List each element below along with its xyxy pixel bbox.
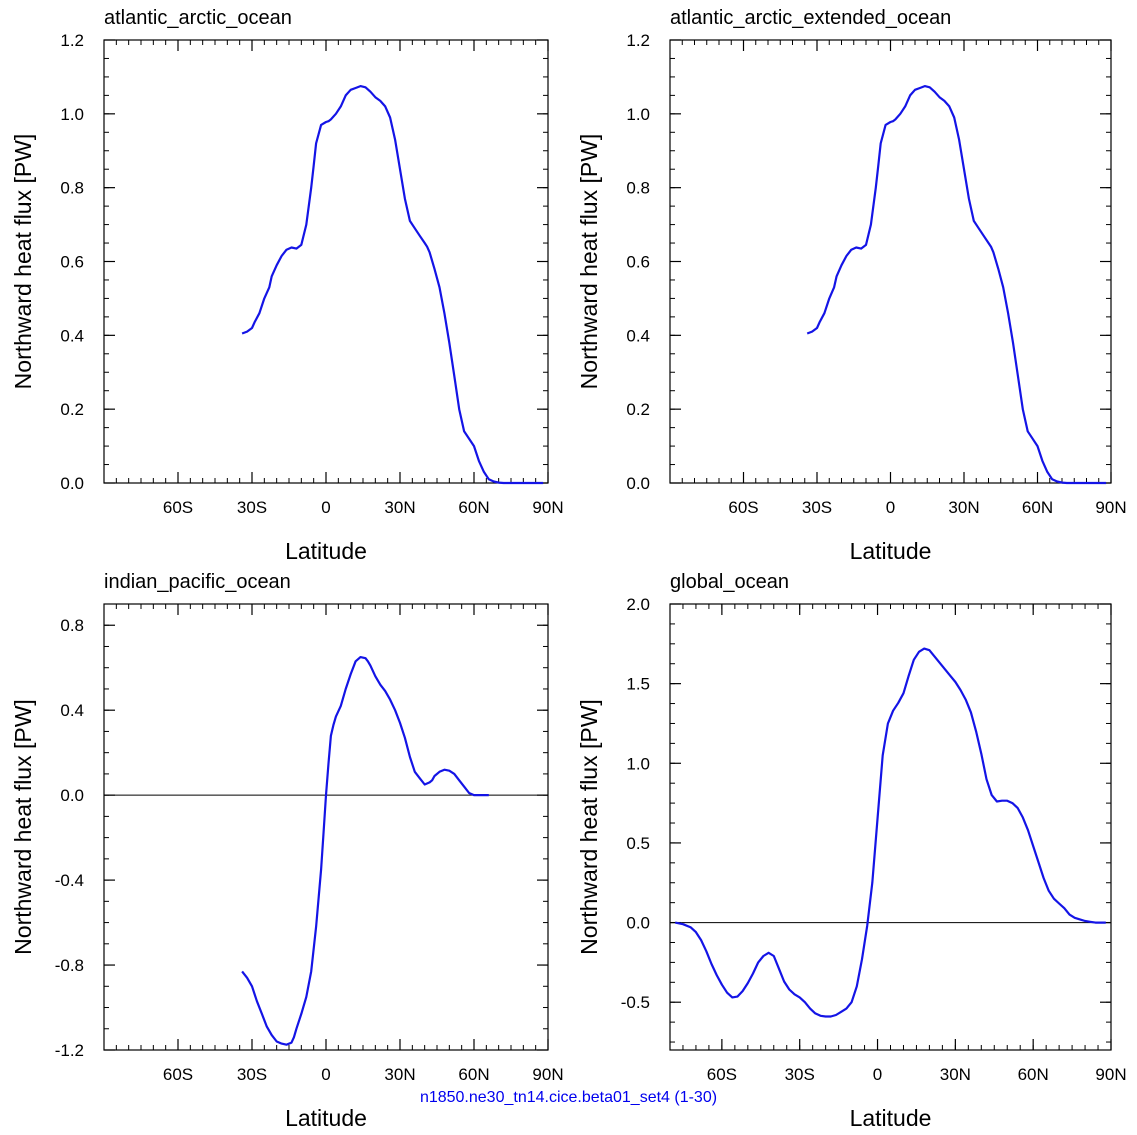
chart-title: indian_pacific_ocean	[104, 571, 291, 593]
y-tick-label: -0.8	[55, 956, 84, 975]
y-axis-label: Northward heat flux [PW]	[576, 699, 602, 955]
y-tick-label: -1.2	[55, 1041, 84, 1060]
series-line	[241, 85, 544, 485]
x-tick-label: 0	[321, 498, 330, 517]
x-tick-label: 30N	[384, 498, 415, 517]
series-line	[241, 656, 489, 1046]
x-tick-label: 0	[886, 498, 895, 517]
x-tick-label: 90N	[1095, 498, 1126, 517]
x-tick-label: 60S	[728, 498, 758, 517]
x-axis-label: Latitude	[285, 1105, 367, 1131]
x-tick-label: 90N	[532, 498, 563, 517]
x-tick-label: 60N	[1022, 498, 1053, 517]
y-tick-label: 0.0	[60, 474, 84, 493]
y-tick-label: 1.5	[626, 675, 650, 694]
y-tick-label: 0.0	[626, 474, 650, 493]
footer-caption: n1850.ne30_tn14.cice.beta01_set4 (1-30)	[419, 1089, 718, 1106]
y-tick-label: 0.0	[60, 786, 84, 805]
y-tick-label: 0.4	[626, 326, 650, 345]
x-tick-label: 30S	[802, 498, 832, 517]
y-tick-label: 0.8	[60, 179, 84, 198]
y-tick-label: 0.6	[626, 253, 650, 272]
plot-frame	[669, 603, 1112, 1051]
y-tick-label: 0.2	[626, 400, 650, 419]
x-tick-label: 30S	[237, 1065, 267, 1084]
x-tick-label: 90N	[1095, 1065, 1126, 1084]
y-tick-label: 1.0	[626, 754, 650, 773]
y-tick-label: 0.6	[60, 253, 84, 272]
plot-frame	[669, 39, 1112, 484]
x-tick-label: 60S	[163, 498, 193, 517]
y-axis-label: Northward heat flux [PW]	[576, 134, 602, 390]
plot-frame	[103, 603, 549, 1051]
x-tick-label: 60S	[707, 1065, 737, 1084]
x-tick-label: 60S	[163, 1065, 193, 1084]
x-tick-label: 60N	[458, 498, 489, 517]
series-line	[674, 647, 1106, 1018]
y-tick-label: -0.5	[621, 993, 650, 1012]
chart-title: atlantic_arctic_extended_ocean	[670, 7, 951, 29]
x-tick-label: 90N	[532, 1065, 563, 1084]
x-tick-label: 30N	[940, 1065, 971, 1084]
chart-title: atlantic_arctic_ocean	[104, 7, 292, 29]
x-axis-label: Latitude	[850, 1105, 932, 1131]
y-tick-label: -0.4	[55, 871, 84, 890]
x-axis-label: Latitude	[850, 538, 932, 564]
y-tick-label: 0.4	[60, 326, 84, 345]
y-axis-label: Northward heat flux [PW]	[10, 134, 36, 390]
series-line	[806, 85, 1107, 485]
chart-panel-1: 60S 30S 0 30N 60N 90N 0.0 0.2 0.4 0.6 0.8 1.0 1.2 atl…	[10, 7, 564, 564]
y-tick-label: 0.5	[626, 834, 650, 853]
x-tick-label: 60N	[1018, 1065, 1049, 1084]
y-tick-label: 1.0	[60, 105, 84, 124]
chart-panel-2: 60S 30S 0 30N 60N 90N 0.0 0.2 0.4 0.6 0.8 1.0 1.2 atl…	[576, 7, 1127, 564]
y-axis-label: Northward heat flux [PW]	[10, 699, 36, 955]
y-tick-label: 1.2	[60, 31, 84, 50]
x-tick-label: 30N	[948, 498, 979, 517]
y-tick-label: 0.0	[626, 914, 650, 933]
y-tick-label: 1.2	[626, 31, 650, 50]
y-tick-label: 1.0	[626, 105, 650, 124]
chart-title: global_ocean	[670, 571, 789, 593]
x-tick-label: 60N	[458, 1065, 489, 1084]
chart-panel-3: 60S 30S 0 30N 60N 90N -1.2 -0.8 -0.4 0.0 0.4 0.8 ind…	[10, 571, 564, 1131]
y-tick-label: 0.2	[60, 400, 84, 419]
y-tick-label: 0.8	[60, 616, 84, 635]
plot-frame	[103, 39, 549, 484]
y-tick-label: 2.0	[626, 595, 650, 614]
chart-panel-4: 60S 30S 0 30N 60N 90N -0.5 0.0 0.5 1.0 1.5 2.0 globa…	[576, 571, 1127, 1131]
y-tick-label: 0.8	[626, 179, 650, 198]
x-tick-label: 30S	[237, 498, 267, 517]
x-tick-label: 30N	[384, 1065, 415, 1084]
x-axis-label: Latitude	[285, 538, 367, 564]
x-tick-label: 0	[321, 1065, 330, 1084]
x-tick-label: 30S	[785, 1065, 815, 1084]
y-tick-label: 0.4	[60, 701, 84, 720]
x-tick-label: 0	[873, 1065, 882, 1084]
